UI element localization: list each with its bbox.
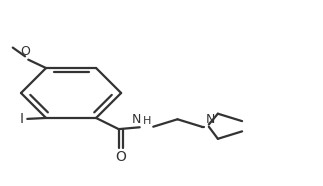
Text: H: H (143, 116, 151, 126)
Text: I: I (19, 112, 23, 126)
Text: N: N (205, 113, 215, 126)
Text: O: O (20, 45, 30, 58)
Text: O: O (115, 150, 126, 164)
Text: N: N (131, 113, 141, 126)
